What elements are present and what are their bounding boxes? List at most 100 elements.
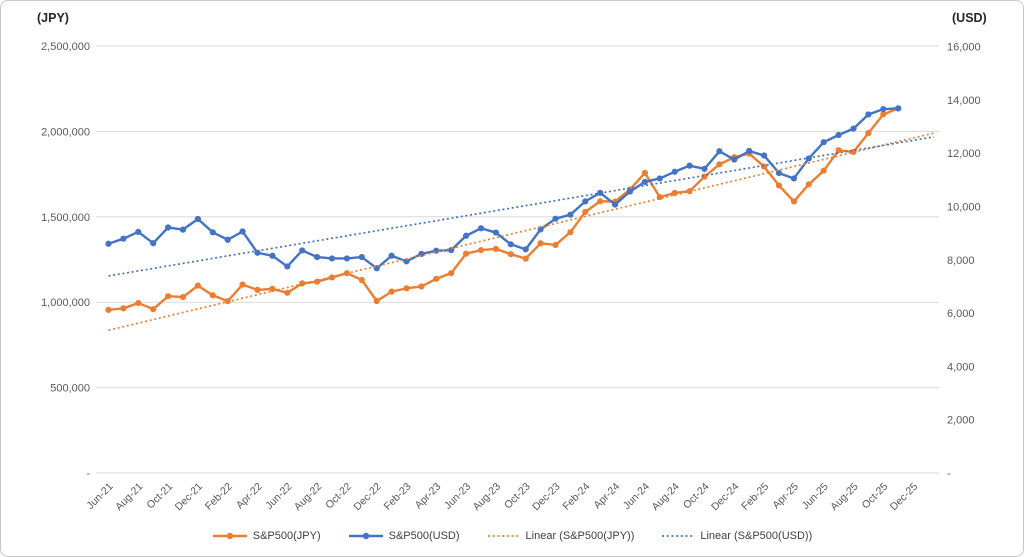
data-point-marker xyxy=(477,247,485,254)
data-point-marker xyxy=(269,252,276,259)
x-axis-tick-label: Dec-22 xyxy=(351,481,384,514)
x-axis-tick-label: Dec-23 xyxy=(530,481,563,514)
data-point-marker xyxy=(567,211,574,218)
data-point-marker xyxy=(641,169,649,177)
data-point-marker xyxy=(790,175,798,182)
x-axis-tick-label: Dec-24 xyxy=(709,481,742,514)
x-axis-tick-label: Apr-25 xyxy=(770,481,801,512)
data-point-marker xyxy=(492,245,499,253)
legend-label: Linear (S&P500(JPY)) xyxy=(525,530,635,542)
legend-item-linear-usd[interactable]: Linear (S&P500(USD)) xyxy=(661,530,812,542)
legend-item-sp500-jpy[interactable]: S&P500(JPY) xyxy=(212,530,321,542)
x-axis-tick-label: Aug-24 xyxy=(649,481,682,514)
x-axis-tick-label: Apr-23 xyxy=(413,481,444,512)
data-point-marker xyxy=(358,253,365,261)
data-point-marker xyxy=(761,163,768,170)
y-axis-tick-label-right: - xyxy=(947,468,951,480)
data-point-marker xyxy=(805,181,812,188)
x-axis-tick-label: Oct-23 xyxy=(502,481,533,512)
data-point-marker xyxy=(194,215,201,223)
data-point-marker xyxy=(820,139,827,146)
data-point-marker xyxy=(641,178,649,186)
legend-sample-line-icon xyxy=(212,530,248,542)
data-point-marker xyxy=(209,229,216,236)
y-axis-tick-label-left: 1,000,000 xyxy=(41,297,90,309)
data-point-marker xyxy=(731,156,738,163)
x-axis-tick-label: Jun-23 xyxy=(442,481,473,512)
data-point-marker xyxy=(746,147,753,155)
data-point-marker xyxy=(299,247,306,254)
legend-sample-dotted-line-icon xyxy=(487,530,521,542)
data-point-marker xyxy=(552,241,559,249)
legend-item-linear-jpy[interactable]: Linear (S&P500(JPY)) xyxy=(487,530,635,542)
legend-label: S&P500(USD) xyxy=(388,530,460,542)
y-axis-tick-label-right: 8,000 xyxy=(947,255,975,267)
data-point-marker xyxy=(135,228,142,235)
data-point-marker xyxy=(582,208,589,215)
data-point-marker xyxy=(463,232,470,239)
legend-sample-dotted-line-icon xyxy=(661,530,695,542)
x-axis-tick-label: Oct-24 xyxy=(681,481,712,512)
data-point-marker xyxy=(165,224,172,231)
data-point-marker xyxy=(507,241,514,248)
data-point-marker xyxy=(150,240,157,247)
y-axis-tick-label-right: 14,000 xyxy=(947,95,981,107)
x-axis-tick-label: Dec-21 xyxy=(173,481,206,514)
data-point-marker xyxy=(522,255,529,262)
legend: S&P500(JPY) S&P500(USD) Linear (S&P500(J… xyxy=(1,525,1023,547)
legend-item-sp500-usd[interactable]: S&P500(USD) xyxy=(348,530,460,542)
x-axis-tick-label: Aug-22 xyxy=(292,481,325,514)
data-point-marker xyxy=(626,188,634,195)
data-point-marker xyxy=(463,250,470,257)
y-axis-tick-label-right: 6,000 xyxy=(947,308,975,320)
data-point-marker xyxy=(865,111,872,118)
data-point-marker xyxy=(284,289,291,296)
data-point-marker xyxy=(239,281,246,288)
data-point-marker xyxy=(179,293,187,301)
x-axis-tick-label: Feb-23 xyxy=(382,481,414,513)
x-axis-tick-label: Feb-24 xyxy=(560,481,592,513)
y-axis-tick-label-right: 12,000 xyxy=(947,148,981,160)
data-point-marker xyxy=(343,255,350,262)
x-axis-tick-label: Jun-25 xyxy=(800,481,831,512)
data-point-marker xyxy=(239,228,246,235)
data-point-marker xyxy=(775,170,783,177)
data-point-marker xyxy=(701,165,708,172)
x-axis-tick-label: Oct-21 xyxy=(144,481,175,512)
data-point-marker xyxy=(850,125,857,132)
data-point-marker xyxy=(165,293,172,300)
x-axis-tick-label: Apr-22 xyxy=(234,481,265,512)
y-axis-tick-label-left: 2,000,000 xyxy=(41,126,90,138)
data-point-marker xyxy=(775,182,783,189)
data-point-marker xyxy=(567,229,574,236)
data-point-marker xyxy=(492,229,499,236)
data-point-marker xyxy=(388,288,395,295)
data-point-marker xyxy=(582,198,589,205)
data-point-marker xyxy=(448,247,455,254)
x-axis-tick-label: Dec-25 xyxy=(888,481,921,514)
data-point-marker xyxy=(477,225,485,232)
series-line-jpy xyxy=(107,107,900,312)
x-axis-tick-label: Oct-25 xyxy=(860,481,891,512)
legend-sample-line-icon xyxy=(348,530,384,542)
data-point-marker xyxy=(135,299,142,307)
data-point-marker xyxy=(224,236,231,243)
x-axis-tick-label: Jun-24 xyxy=(621,481,652,512)
trendline-usd xyxy=(108,136,935,277)
data-point-marker xyxy=(120,305,127,312)
x-axis-tick-label: Jun-21 xyxy=(84,481,115,512)
legend-label: S&P500(JPY) xyxy=(252,530,321,542)
data-point-marker xyxy=(835,147,842,154)
data-point-marker xyxy=(209,292,216,299)
y-axis-tick-label-left: - xyxy=(86,468,90,480)
data-point-marker xyxy=(105,240,112,247)
x-axis-tick-label: Feb-22 xyxy=(203,481,235,513)
y-axis-tick-label-left: 2,500,000 xyxy=(41,41,90,53)
data-point-marker xyxy=(597,198,604,205)
data-point-marker xyxy=(105,306,112,313)
data-point-marker xyxy=(433,275,440,282)
y-axis-tick-label-left: 1,500,000 xyxy=(41,212,90,224)
x-axis-tick-label: Apr-24 xyxy=(591,481,622,512)
